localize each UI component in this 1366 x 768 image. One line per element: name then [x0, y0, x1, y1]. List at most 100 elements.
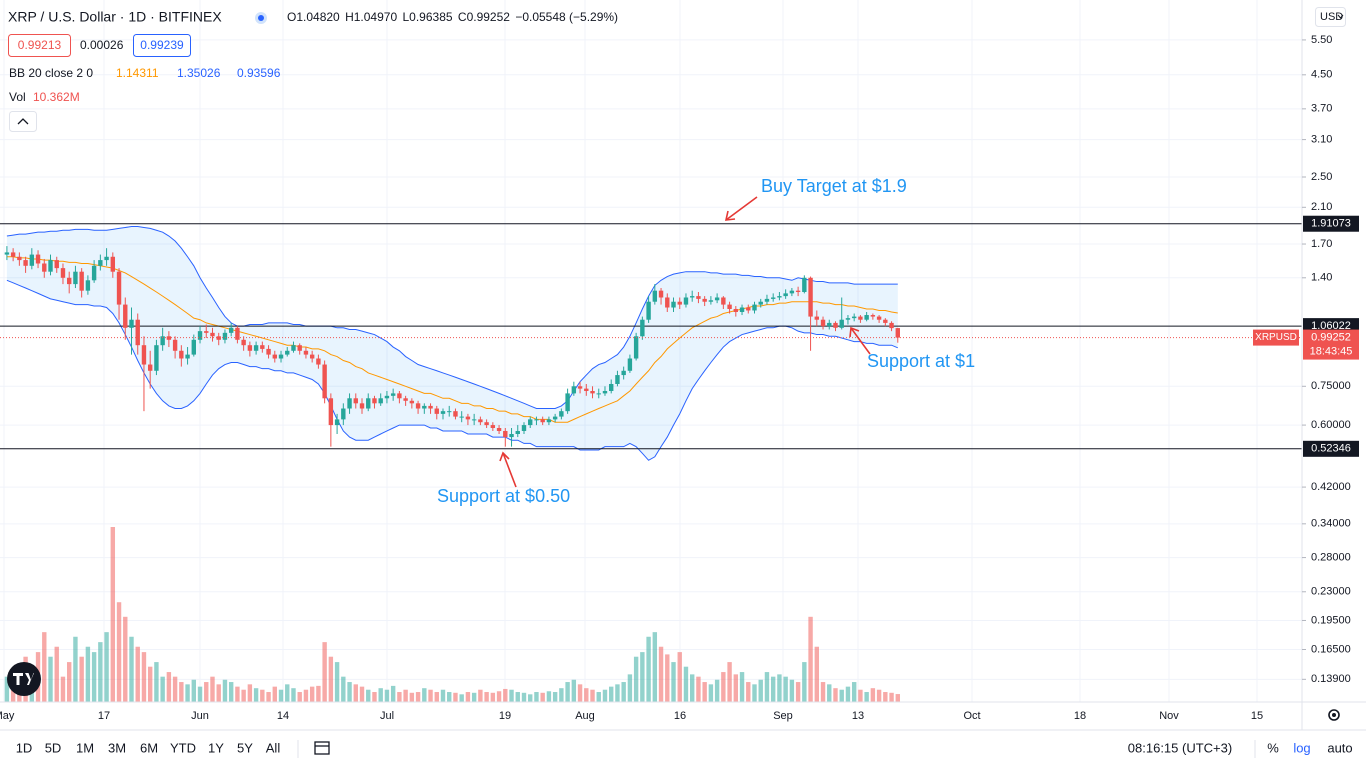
volume-bar [216, 684, 221, 702]
volume-bar [671, 662, 676, 702]
level-label: 0.52346 [1311, 443, 1351, 455]
countdown: 18:43:45 [1310, 345, 1353, 357]
candle-body [820, 319, 826, 327]
ohlc-key: L [402, 10, 409, 24]
candle-body [428, 405, 433, 409]
x-tick-label: Sep [773, 710, 793, 722]
volume-bar [609, 686, 614, 702]
arrow [725, 196, 758, 221]
y-tick-label: 1.40 [1311, 272, 1332, 284]
volume-bar [434, 692, 439, 702]
range-button[interactable]: 1Y [208, 740, 224, 755]
candle-body [677, 301, 682, 305]
candle-body [123, 304, 128, 328]
volume-bar [403, 689, 408, 702]
bb-title: BB 20 close 2 0 [9, 66, 93, 80]
spread: 0.00026 [80, 38, 124, 52]
range-button[interactable]: 3M [108, 740, 126, 755]
range-button[interactable]: 1D [16, 740, 33, 755]
candle-body [366, 398, 371, 409]
annotation: Support at $0.50 [437, 486, 570, 506]
volume-bar [471, 692, 477, 702]
volume-bar [590, 689, 595, 702]
range-button[interactable]: 6M [140, 740, 158, 755]
dropdown-icon [1337, 14, 1344, 19]
candle-body [42, 263, 47, 272]
scale-option[interactable]: auto [1327, 740, 1352, 755]
candle-body [278, 354, 284, 359]
chevron-icon [17, 118, 29, 125]
candle-body [609, 383, 614, 391]
candle-body [67, 277, 72, 285]
x-tick-label: 14 [277, 710, 289, 722]
level-label-bg [1303, 440, 1359, 457]
volume-bar [222, 679, 228, 702]
candle-body [204, 331, 209, 333]
y-tick-label: 2.50 [1311, 171, 1332, 183]
settings-icon-core [1332, 713, 1336, 717]
volume-bar [851, 682, 857, 702]
volume-bar [366, 689, 371, 702]
x-tick-label: Oct [963, 710, 980, 722]
volume-bar [665, 654, 670, 702]
volume-bar [123, 616, 128, 702]
y-tick-label: 4.50 [1311, 69, 1332, 81]
volume-bar [640, 652, 645, 702]
settings-icon[interactable] [1328, 709, 1340, 721]
volume-bar [73, 636, 78, 702]
volume-bar [714, 679, 720, 702]
candle-body [652, 290, 658, 302]
ohlc-key: H [345, 10, 354, 24]
candle-body [484, 422, 489, 426]
scale-option[interactable]: log [1293, 740, 1310, 755]
range-button[interactable]: 5Y [237, 740, 253, 755]
replay-icon[interactable] [314, 741, 330, 755]
candle-body [528, 419, 533, 426]
ohlc-value: 0.99252 [467, 10, 511, 24]
candle-body [521, 425, 527, 431]
volume-bar [708, 684, 714, 702]
candle-body [621, 370, 626, 376]
volume-bar [266, 692, 271, 702]
range-button[interactable]: 5D [45, 740, 62, 755]
volume-bar [503, 688, 508, 702]
range-button[interactable]: YTD [170, 740, 196, 755]
candle-body [185, 354, 190, 359]
candle-body [341, 408, 346, 420]
candle-body [141, 345, 147, 365]
range-button[interactable]: 1M [76, 740, 94, 755]
candle-body [397, 393, 402, 399]
currency: USD [1320, 11, 1343, 23]
volume-bar [247, 684, 253, 702]
candle-body [702, 298, 707, 302]
vol-value: 10.362M [33, 90, 80, 104]
volume-bar [721, 672, 726, 702]
annotation: Buy Target at $1.9 [761, 176, 907, 196]
volume-bar [795, 682, 801, 702]
volume-bar [820, 682, 826, 702]
x-tick-label: Aug [575, 710, 595, 722]
volume-bar [696, 676, 701, 702]
candle-body [409, 400, 415, 404]
volume-bar [91, 652, 97, 702]
range-button[interactable]: All [266, 740, 281, 755]
candle-body [241, 339, 246, 346]
bid-box[interactable] [8, 34, 71, 57]
collapse-button[interactable] [9, 111, 37, 132]
candle-body [347, 398, 352, 409]
bid: 0.99213 [18, 38, 62, 52]
ask-box[interactable] [133, 34, 191, 57]
x-tick-label: Jun [191, 710, 209, 722]
vol-title: Vol [9, 90, 26, 104]
candle-body [515, 430, 520, 435]
x-tick-label: Jul [380, 710, 394, 722]
candle-body [316, 358, 321, 365]
scale-option[interactable]: % [1267, 740, 1279, 755]
volume-bar [552, 692, 558, 702]
volume-bar [802, 662, 807, 702]
candle-body [98, 260, 103, 266]
y-tick-label: 5.50 [1311, 34, 1332, 46]
currency-button[interactable] [1315, 7, 1346, 27]
candle-body [297, 345, 302, 351]
volume-bar [521, 692, 527, 702]
